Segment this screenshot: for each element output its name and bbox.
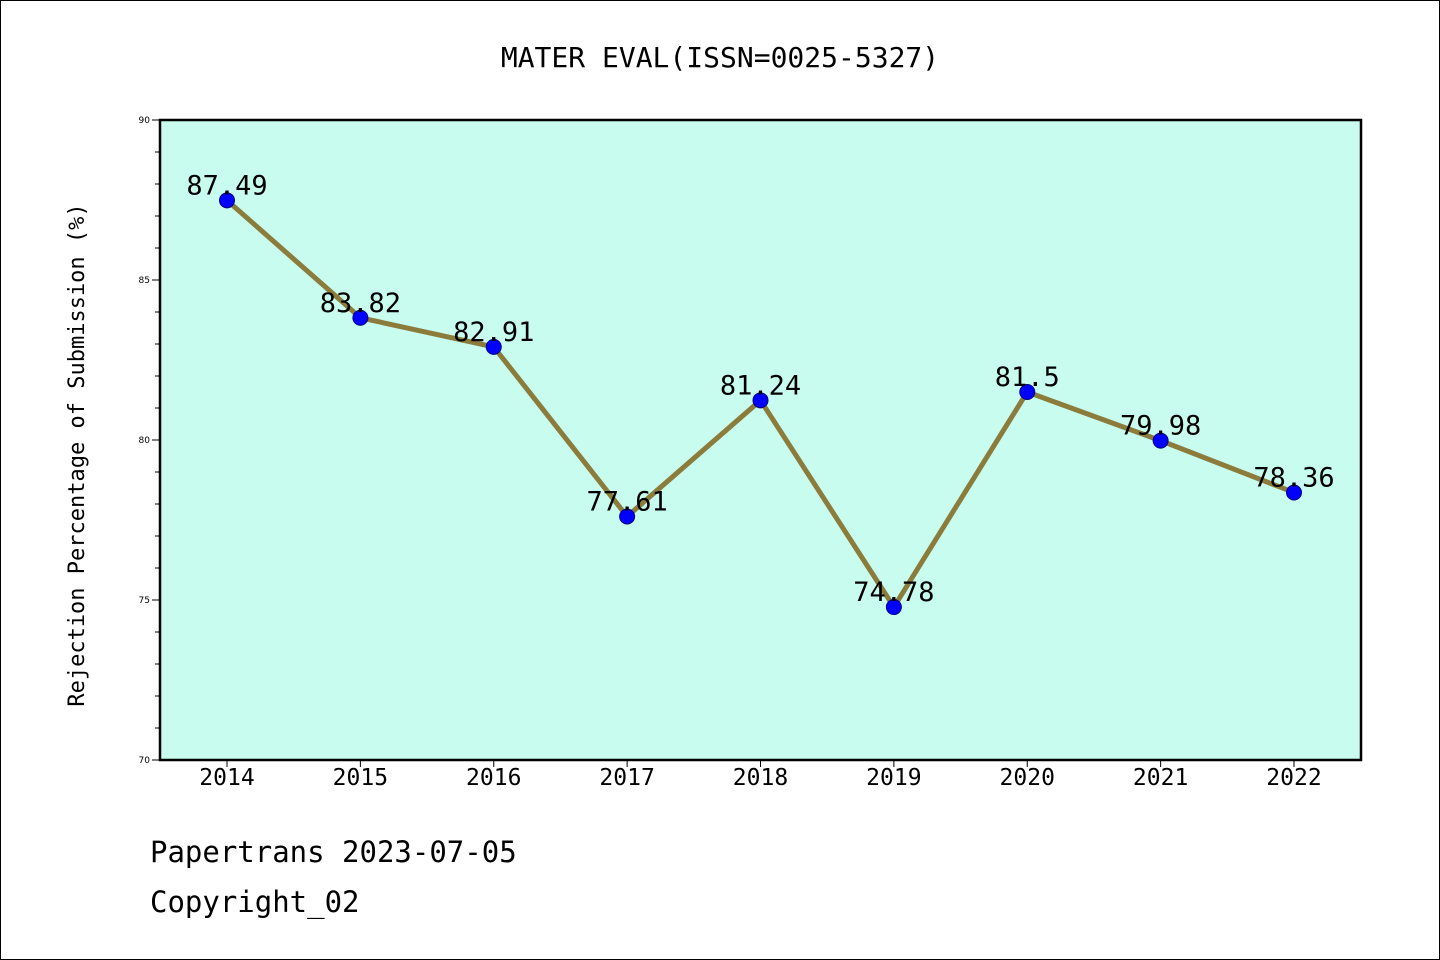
x-tick-label: 2016 (466, 765, 521, 791)
y-tick-label: 75 (139, 596, 150, 606)
x-tick-label: 2021 (1133, 765, 1188, 791)
x-tick-label: 2018 (733, 765, 788, 791)
data-label: 87.49 (186, 170, 267, 201)
data-point (352, 309, 369, 326)
data-label: 79.98 (1120, 411, 1201, 442)
chart-title: MATER EVAL(ISSN=0025-5327) (501, 41, 939, 74)
y-tick-label: 85 (139, 276, 150, 286)
footer-copyright: Copyright_02 (150, 885, 360, 919)
data-point (219, 192, 235, 209)
data-point (1286, 484, 1302, 501)
x-tick-label: 2020 (1000, 765, 1055, 791)
data-point (619, 508, 636, 525)
y-tick-label: 70 (139, 756, 151, 766)
data-label: 82.91 (453, 317, 534, 348)
y-tick-label: 80 (139, 436, 151, 446)
x-tick-label: 2022 (1266, 765, 1321, 791)
data-point (885, 599, 902, 616)
x-tick-label: 2014 (199, 765, 254, 791)
data-label: 81.5 (995, 362, 1060, 393)
data-label: 78.36 (1253, 462, 1334, 493)
data-point (1019, 384, 1036, 400)
data-point (1152, 432, 1169, 449)
data-label: 81.24 (720, 370, 801, 401)
data-point (485, 338, 502, 355)
x-tick-label: 2017 (599, 765, 654, 791)
data-label: 83.82 (320, 288, 401, 319)
y-tick-label: 90 (139, 116, 151, 126)
data-label: 74.78 (853, 577, 934, 608)
y-axis-label: Rejection Percentage of Submission (%) (65, 203, 90, 706)
data-label: 77.61 (586, 486, 667, 517)
x-tick-label: 2015 (333, 765, 388, 791)
data-point (752, 392, 769, 409)
x-tick-label: 2019 (866, 765, 921, 791)
footer-date: Papertrans 2023-07-05 (150, 835, 517, 869)
